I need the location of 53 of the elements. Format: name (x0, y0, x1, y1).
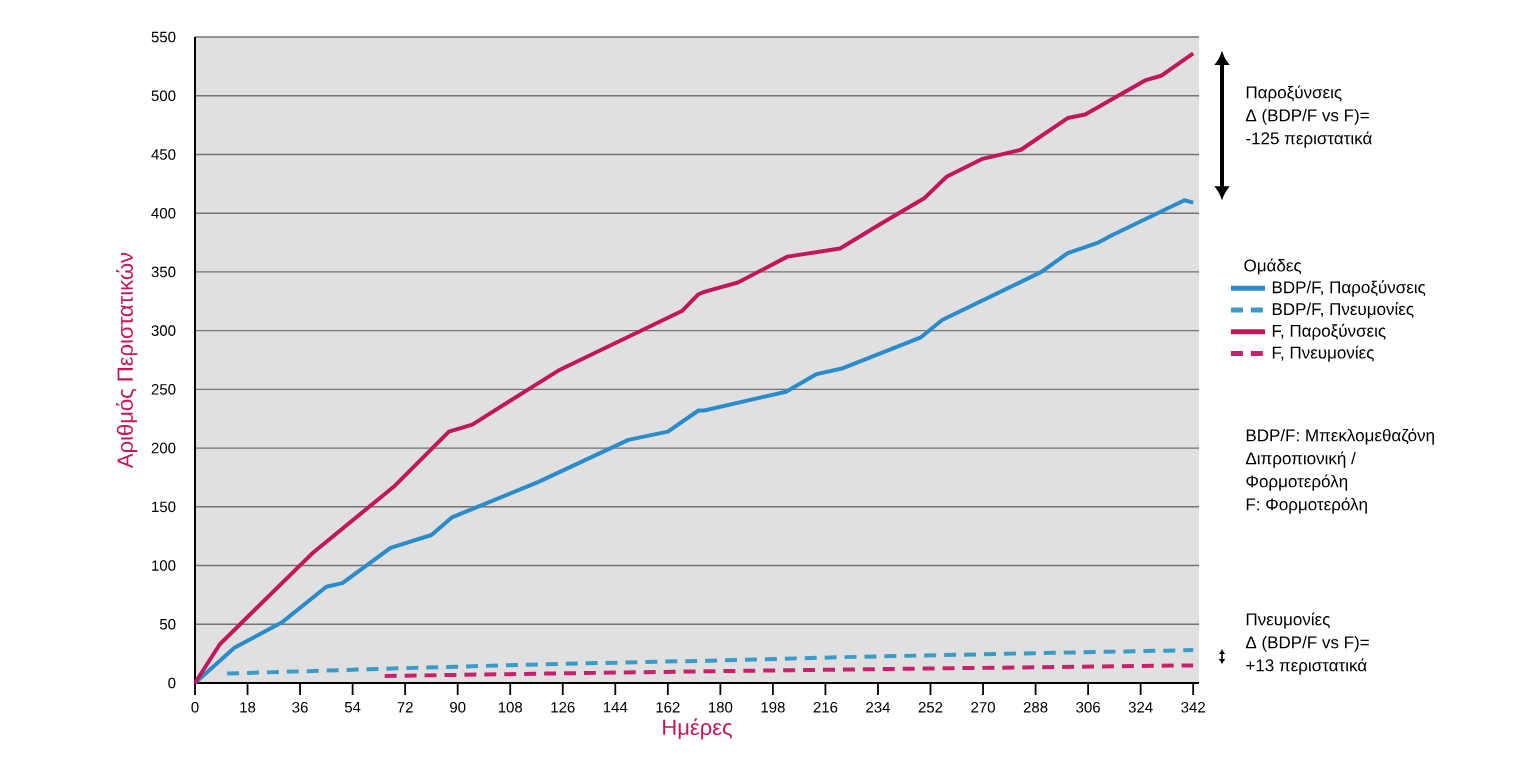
x-tick-label: 198 (761, 702, 785, 713)
x-tick-label: 324 (1128, 702, 1153, 713)
y-tick-label: 50 (159, 618, 176, 630)
legend-label: BDP/F, Πνευμονίες (1272, 302, 1414, 319)
text: Πνευμονίες (1246, 612, 1330, 629)
legend-label: F, Παροξύνσεις (1272, 323, 1386, 341)
y-tick-label: 450 (151, 149, 176, 160)
y-axis-title: Αριθμός Περιστατικών (116, 252, 138, 469)
legend-label: F, Πνευμονίες (1272, 345, 1374, 362)
x-tick-label: 216 (813, 702, 838, 713)
y-tick-label: 0 (168, 677, 176, 689)
x-tick-label: 72 (397, 702, 413, 713)
y-tick-label: 400 (151, 207, 176, 219)
text: BDP/F: Μπεκλομεθαζόνη (1246, 428, 1434, 445)
line-series (382, 663, 1196, 678)
line-series (225, 648, 1196, 676)
y-tick-label: 100 (152, 560, 176, 571)
x-tick-label: 0 (191, 702, 199, 713)
text: Δ (BDP/F vs F)= (1245, 108, 1369, 125)
text: Διπροπιονική / (1245, 451, 1356, 468)
line-series (193, 198, 1196, 685)
text: Δ (BDP/F vs F)= (1245, 635, 1369, 652)
legend-label: BDP/F, Παροξύνσεις (1272, 280, 1426, 297)
legend-title: Ομάδες (1244, 258, 1302, 275)
text: F: Φορμοτερόλη (1246, 497, 1367, 514)
x-tick-label: 126 (551, 702, 575, 713)
x-axis-title: Ημέρες (663, 718, 732, 740)
y-tick-label: 250 (151, 384, 176, 395)
y-tick-label: 200 (151, 442, 176, 454)
x-tick-label: 108 (498, 702, 523, 713)
x-tick-label: 252 (918, 702, 943, 713)
x-tick-label: 54 (344, 702, 361, 713)
y-tick-label: 150 (152, 501, 176, 513)
x-tick-label: 270 (971, 702, 995, 713)
x-tick-label: 234 (866, 702, 891, 713)
x-tick-label: 162 (656, 702, 680, 713)
x-tick-label: 288 (1023, 702, 1048, 713)
line-series (193, 51, 1196, 685)
text: -125 περιστατικά (1246, 131, 1372, 148)
text: Φορμοτερόλη (1246, 474, 1348, 491)
y-tick-label: 300 (151, 325, 176, 336)
x-tick-label: 342 (1181, 702, 1205, 713)
y-tick-label: 350 (151, 266, 176, 278)
x-tick-label: 90 (450, 702, 466, 713)
y-tick-label: 500 (151, 90, 176, 102)
x-tick-label: 306 (1076, 702, 1100, 713)
x-tick-label: 18 (240, 702, 256, 713)
y-tick-label: 550 (151, 31, 176, 43)
x-tick-label: 180 (709, 702, 733, 713)
x-tick-label: 144 (603, 702, 628, 713)
text: Παροξύνσεις (1246, 85, 1342, 102)
x-tick-label: 36 (292, 702, 308, 713)
text: +13 περιστατικά (1246, 658, 1367, 675)
